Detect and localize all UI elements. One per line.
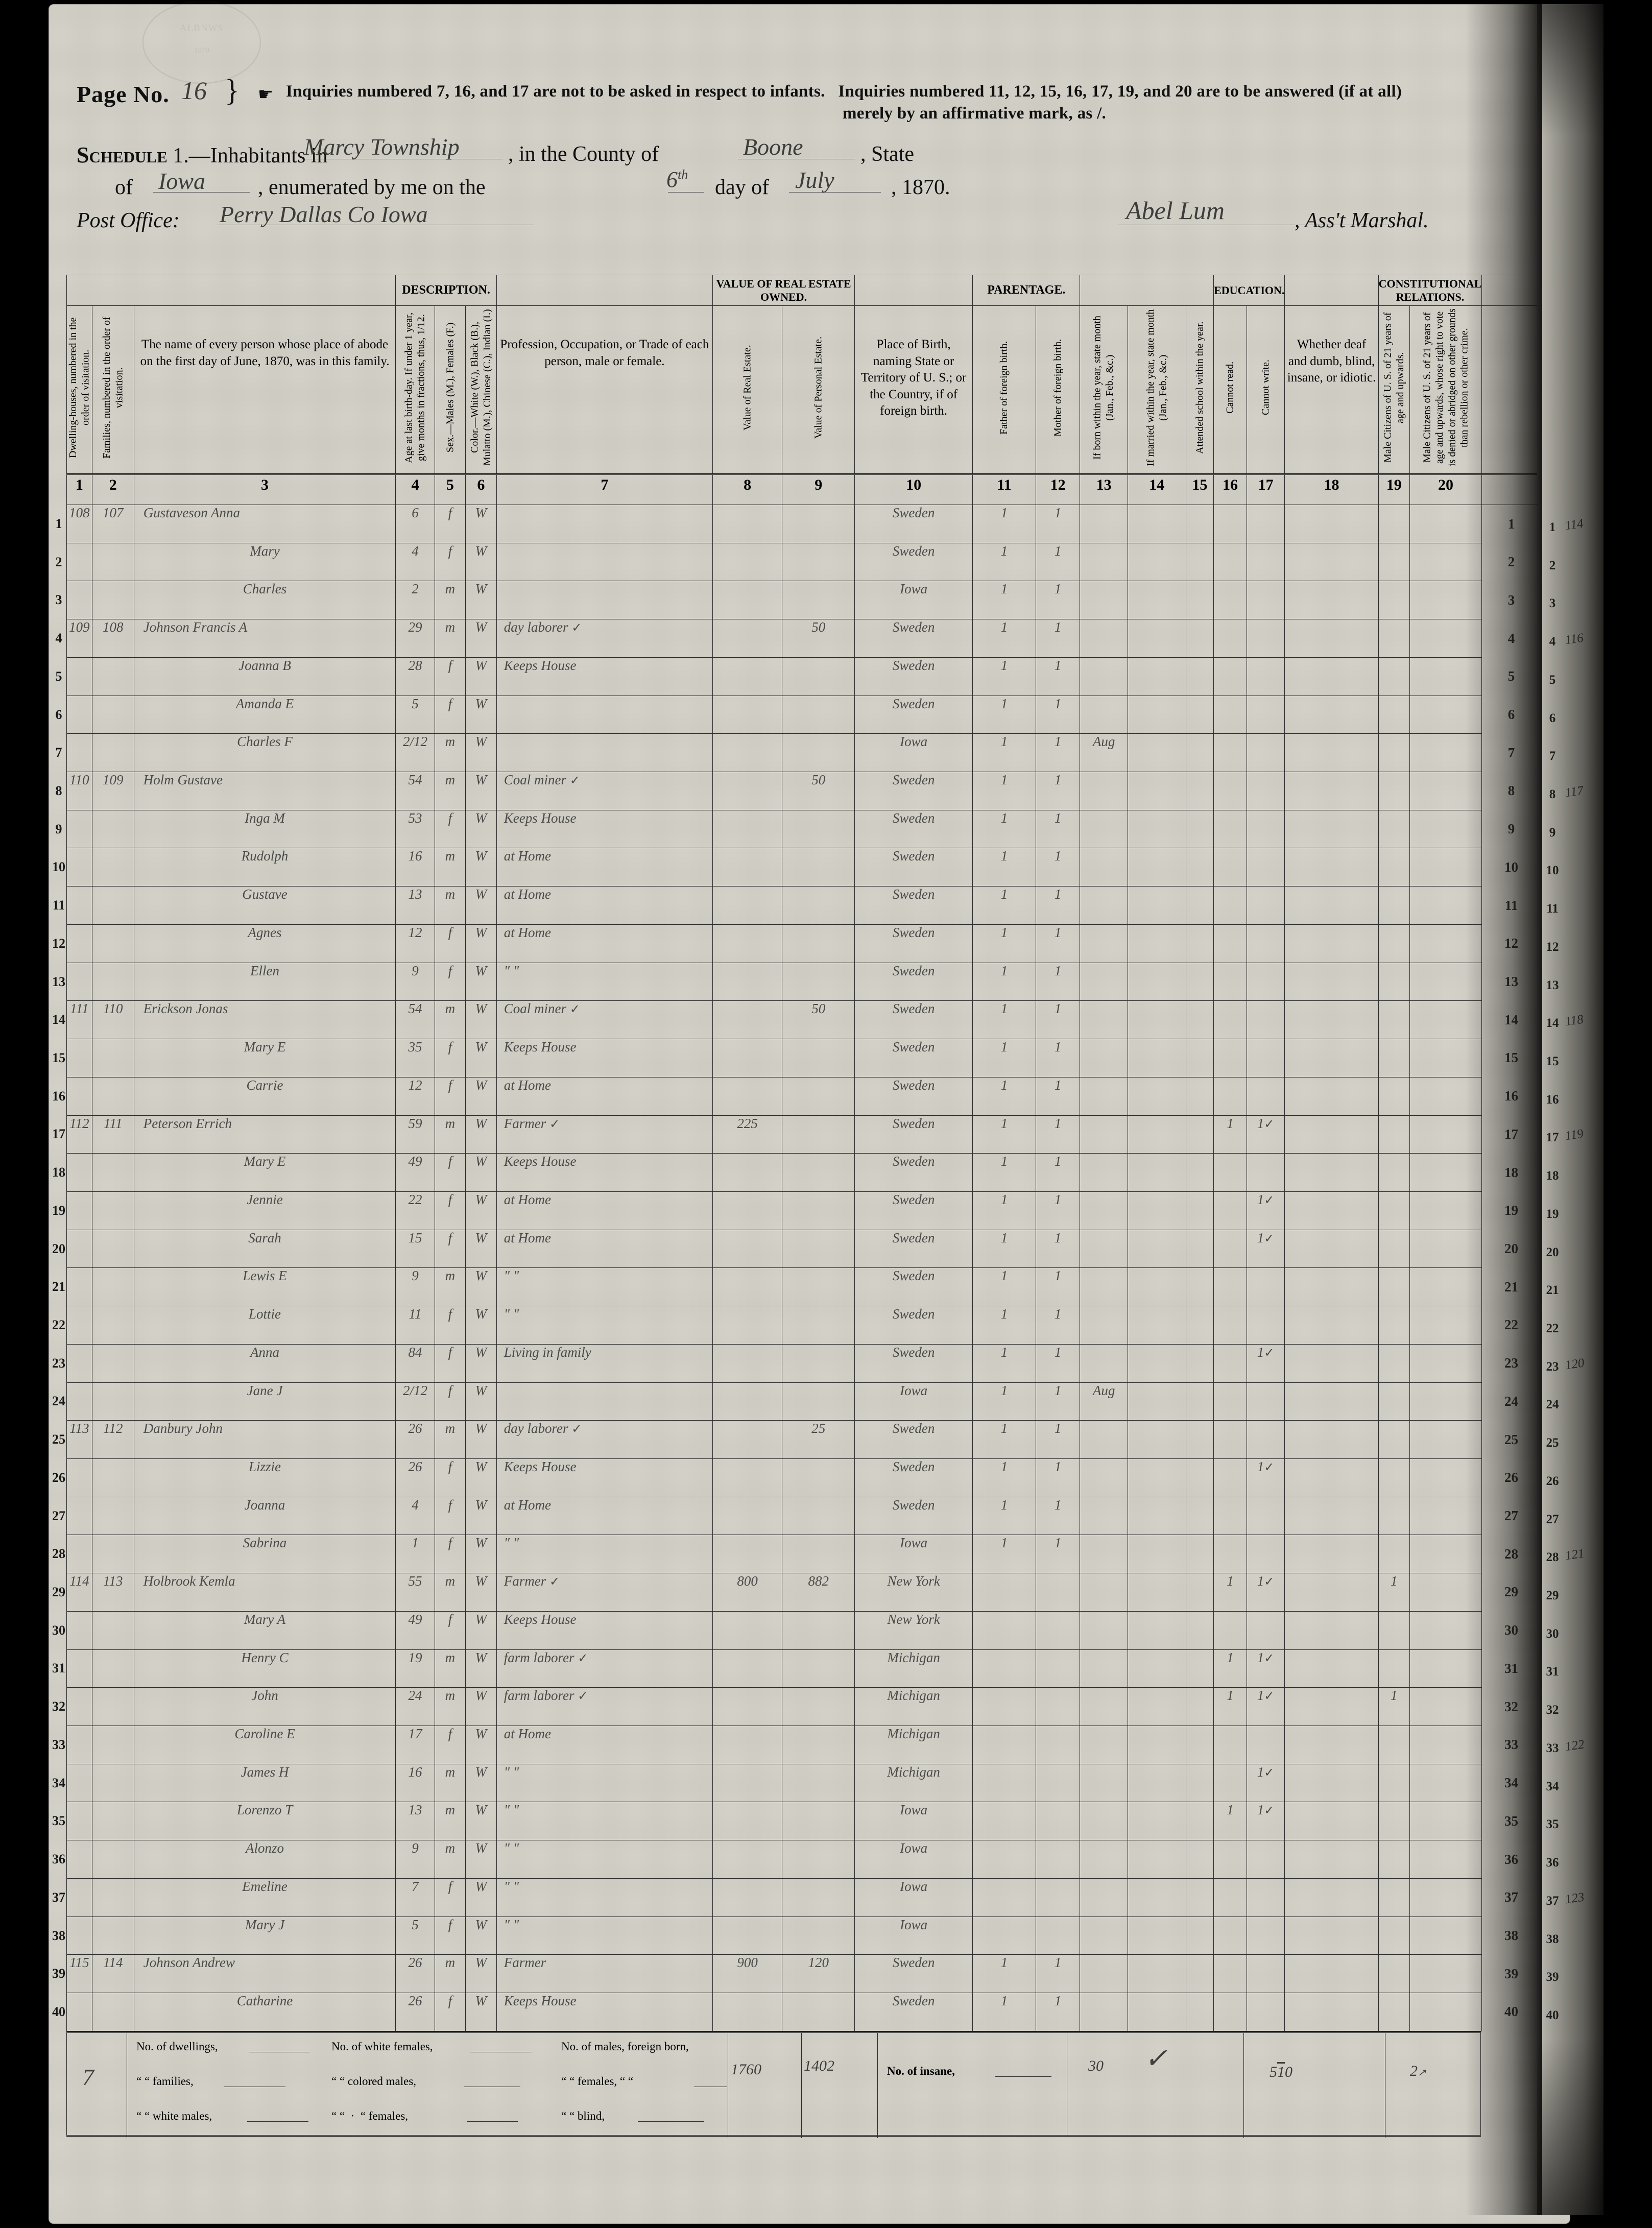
svg-text:1870: 1870 [194, 46, 209, 55]
svg-text:ALBNWS: ALBNWS [180, 23, 224, 34]
